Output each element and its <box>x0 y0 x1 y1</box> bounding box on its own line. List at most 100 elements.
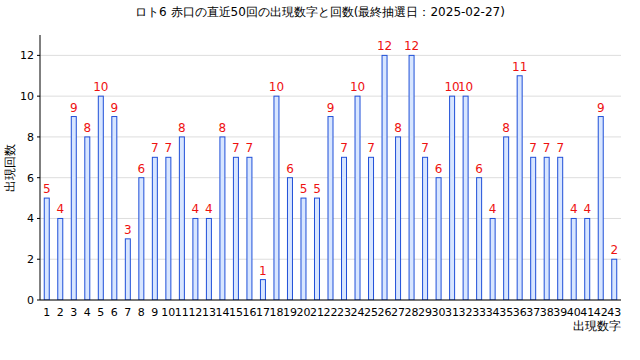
x-tick-label: 14 <box>215 306 229 319</box>
bar <box>463 96 468 300</box>
x-tick-label: 41 <box>580 306 594 319</box>
data-label: 12 <box>404 39 419 53</box>
bar <box>287 178 292 300</box>
bar <box>166 157 171 300</box>
title: ロト6 赤口の直近50回の出現数字と回数(最終抽選日：2025-02-27) <box>135 5 505 19</box>
x-tick-label: 4 <box>84 306 91 319</box>
bar <box>328 117 333 300</box>
x-tick-label: 40 <box>567 306 581 319</box>
bar <box>139 178 144 300</box>
y-tick-label: 2 <box>27 253 34 266</box>
bar <box>504 137 509 300</box>
x-tick-label: 3 <box>70 306 77 319</box>
data-label: 5 <box>300 182 308 196</box>
x-tick-label: 38 <box>540 306 554 319</box>
x-tick-label: 36 <box>513 306 527 319</box>
data-label: 9 <box>110 101 118 115</box>
bar <box>355 96 360 300</box>
data-label: 9 <box>597 101 605 115</box>
bar <box>179 137 184 300</box>
data-label: 8 <box>502 121 510 135</box>
data-label: 7 <box>165 141 173 155</box>
data-label: 2 <box>610 243 618 257</box>
bar <box>490 218 495 300</box>
data-label: 6 <box>286 162 294 176</box>
x-axis-label: 出現数字 <box>573 319 621 333</box>
data-label: 8 <box>83 121 91 135</box>
data-label: 8 <box>219 121 227 135</box>
y-tick-label: 8 <box>27 131 34 144</box>
data-label: 4 <box>192 202 200 216</box>
data-label: 7 <box>232 141 240 155</box>
x-tick-label: 33 <box>472 306 486 319</box>
data-label: 6 <box>138 162 146 176</box>
bar <box>585 218 590 300</box>
data-label: 9 <box>327 101 335 115</box>
bar <box>152 157 157 300</box>
x-axis <box>40 300 621 301</box>
bar <box>436 178 441 300</box>
x-tick-label: 24 <box>351 306 365 319</box>
x-tick-label: 19 <box>283 306 297 319</box>
bar <box>558 157 563 300</box>
y-tick-label: 4 <box>27 212 34 225</box>
bar <box>44 198 49 300</box>
data-label: 10 <box>350 80 365 94</box>
bar <box>71 117 76 300</box>
y-tick-label: 0 <box>27 294 34 307</box>
bar <box>314 198 319 300</box>
data-label: 10 <box>93 80 108 94</box>
data-label: 8 <box>394 121 402 135</box>
data-label: 8 <box>178 121 186 135</box>
x-tick-label: 34 <box>486 306 500 319</box>
x-tick-label: 31 <box>445 306 459 319</box>
data-label: 7 <box>529 141 537 155</box>
x-tick-label: 26 <box>378 306 392 319</box>
data-label: 4 <box>583 202 591 216</box>
data-label: 6 <box>435 162 443 176</box>
bar <box>396 137 401 300</box>
bar <box>193 218 198 300</box>
data-label: 7 <box>246 141 254 155</box>
x-tick-label: 7 <box>124 306 131 319</box>
bar <box>112 117 117 300</box>
x-tick-label: 39 <box>553 306 567 319</box>
bar <box>409 55 414 300</box>
bar <box>98 96 103 300</box>
bar <box>301 198 306 300</box>
x-tick-label: 32 <box>459 306 473 319</box>
data-label: 10 <box>269 80 284 94</box>
x-tick-label: 21 <box>310 306 324 319</box>
x-tick-label: 28 <box>405 306 419 319</box>
bar <box>369 157 374 300</box>
bar <box>233 157 238 300</box>
x-tick-label: 9 <box>151 306 158 319</box>
y-axis-label: 出現回数 <box>3 144 17 192</box>
grid-line <box>40 96 621 97</box>
data-label: 4 <box>489 202 497 216</box>
data-label: 7 <box>421 141 429 155</box>
y-tick-label: 6 <box>27 172 34 185</box>
bar <box>571 218 576 300</box>
data-label: 6 <box>475 162 483 176</box>
grid-line <box>40 300 621 301</box>
data-label: 7 <box>367 141 375 155</box>
x-tick-label: 12 <box>188 306 202 319</box>
x-tick-label: 8 <box>138 306 145 319</box>
bar <box>274 96 279 300</box>
x-tick-label: 27 <box>391 306 405 319</box>
x-tick-label: 17 <box>256 306 270 319</box>
bar <box>477 178 482 300</box>
data-label: 7 <box>556 141 564 155</box>
bar <box>58 218 63 300</box>
bar <box>382 55 387 300</box>
x-tick-label: 42 <box>594 306 608 319</box>
x-tick-label: 43 <box>607 306 621 319</box>
x-tick-label: 35 <box>499 306 513 319</box>
bar <box>531 157 536 300</box>
x-tick-label: 6 <box>111 306 118 319</box>
bar <box>612 259 617 300</box>
x-tick-label: 23 <box>337 306 351 319</box>
data-label: 12 <box>377 39 392 53</box>
bar <box>247 157 252 300</box>
